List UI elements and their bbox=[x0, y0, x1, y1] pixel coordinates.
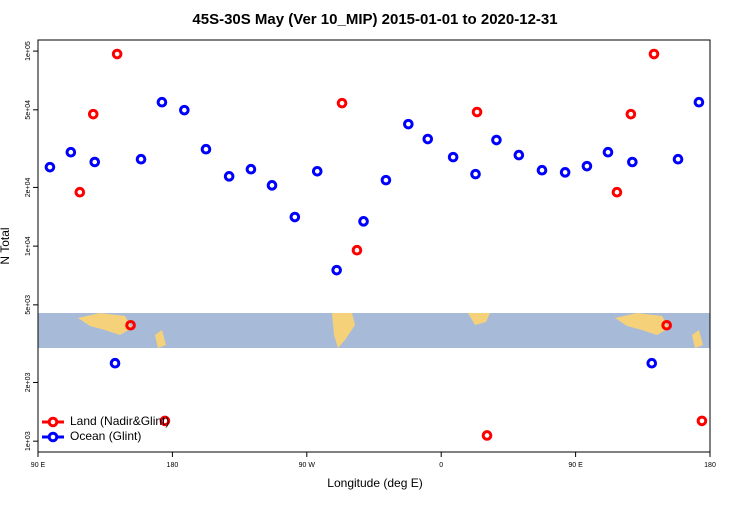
point bbox=[470, 168, 481, 180]
point bbox=[625, 108, 637, 120]
plot-frame bbox=[37, 39, 711, 453]
point bbox=[135, 153, 147, 165]
x-axis-label: Longitude (deg E) bbox=[327, 476, 422, 490]
point bbox=[627, 156, 638, 168]
legend-label: Ocean (Glint) bbox=[70, 429, 141, 443]
y-axis-label: N Total bbox=[0, 227, 12, 264]
x-tick-label: 90 E bbox=[31, 462, 46, 469]
point bbox=[311, 165, 323, 177]
point bbox=[159, 415, 171, 427]
point bbox=[111, 48, 123, 60]
legend-marker bbox=[47, 416, 59, 428]
y-tick-label: 1e+04 bbox=[25, 236, 32, 256]
point bbox=[611, 186, 623, 198]
point bbox=[513, 149, 525, 161]
y-tick-label: 2e+03 bbox=[25, 373, 32, 393]
point bbox=[65, 146, 77, 158]
point bbox=[156, 96, 168, 108]
point bbox=[44, 161, 56, 173]
point bbox=[648, 48, 660, 60]
point bbox=[331, 264, 342, 276]
point bbox=[380, 174, 392, 186]
point bbox=[200, 143, 212, 155]
point bbox=[125, 319, 136, 331]
point bbox=[559, 167, 571, 178]
point bbox=[693, 96, 705, 108]
x-tick-label: 90 W bbox=[299, 462, 316, 469]
point bbox=[471, 106, 483, 118]
point bbox=[87, 108, 99, 120]
point bbox=[109, 357, 121, 369]
y-tick-label: 1e+03 bbox=[25, 431, 32, 451]
point bbox=[447, 151, 459, 163]
point bbox=[89, 156, 101, 168]
point bbox=[74, 186, 86, 198]
point bbox=[289, 211, 301, 223]
x-tick-label: 90 E bbox=[568, 462, 583, 469]
point bbox=[672, 153, 684, 165]
chart-title: 45S-30S May (Ver 10_MIP) 2015-01-01 to 2… bbox=[192, 11, 557, 28]
legend-marker bbox=[47, 431, 59, 443]
point bbox=[602, 146, 614, 158]
point bbox=[336, 97, 348, 109]
point bbox=[491, 134, 502, 146]
x-tick-label: 180 bbox=[167, 462, 179, 469]
point bbox=[661, 319, 672, 331]
legend-label: Land (Nadir&Glint) bbox=[70, 414, 169, 428]
point bbox=[481, 430, 493, 441]
point bbox=[245, 163, 257, 175]
point bbox=[266, 180, 278, 191]
point bbox=[696, 415, 708, 427]
y-tick-label: 5e+03 bbox=[25, 295, 32, 315]
point bbox=[403, 118, 414, 130]
x-tick-label: 180 bbox=[704, 462, 716, 469]
point bbox=[422, 133, 434, 145]
point bbox=[646, 357, 658, 369]
map-strip bbox=[38, 313, 710, 348]
y-tick-label: 5e+04 bbox=[25, 100, 32, 120]
point bbox=[351, 244, 363, 256]
point bbox=[223, 171, 235, 182]
point bbox=[358, 216, 369, 227]
y-tick-label: 2e+04 bbox=[25, 177, 32, 197]
point bbox=[179, 104, 190, 116]
x-tick-label: 0 bbox=[439, 462, 443, 469]
point bbox=[581, 160, 593, 172]
y-tick-label: 1e+05 bbox=[25, 41, 32, 61]
point bbox=[536, 164, 548, 176]
